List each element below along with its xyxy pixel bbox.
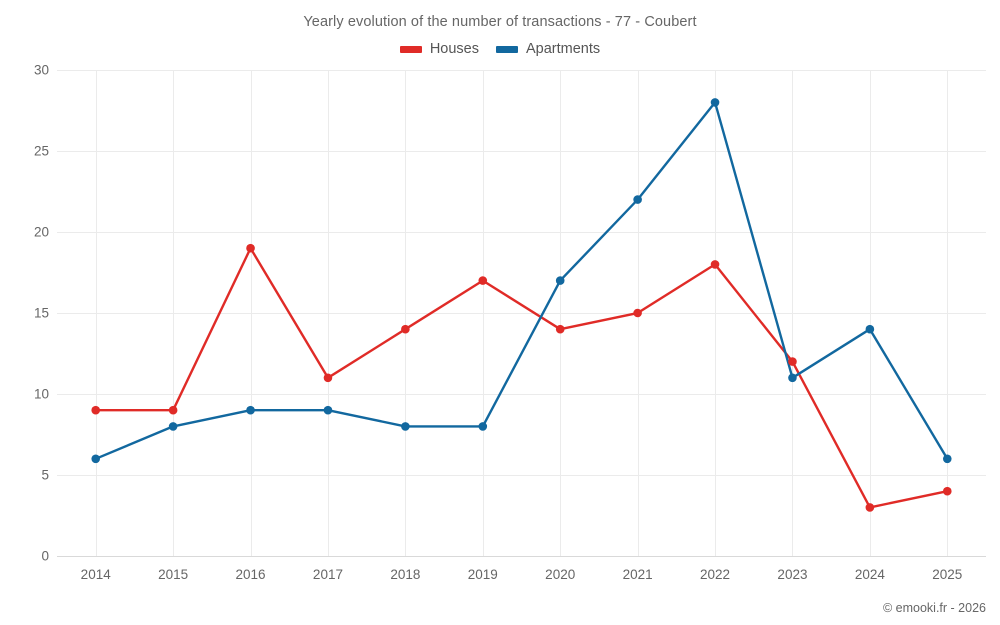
gridline-horizontal <box>57 394 986 395</box>
y-axis-tick-label: 30 <box>33 62 49 78</box>
series-line-houses <box>94 246 949 509</box>
x-axis-tick-label: 2025 <box>932 567 963 582</box>
y-axis-tick-label: 0 <box>41 548 49 564</box>
y-axis-tick-label: 10 <box>33 386 49 402</box>
series-line-apartments <box>94 101 949 460</box>
y-axis-tick-label: 5 <box>41 467 49 483</box>
x-axis-line <box>57 556 986 557</box>
x-axis-labels: 2014 2015 2016 2017 2018 2019 2020 2021 2022 2023… <box>0 568 1000 588</box>
gridline-horizontal <box>57 475 986 476</box>
x-axis-tick-label: 2015 <box>158 567 189 582</box>
data-point-apartments[interactable] <box>91 454 101 464</box>
data-point-apartments[interactable] <box>710 98 720 107</box>
chart-legend: Houses Apartments <box>0 42 1000 57</box>
data-point-houses[interactable] <box>555 324 565 334</box>
data-point-apartments[interactable] <box>865 324 875 334</box>
y-axis-tick-label: 25 <box>33 143 49 159</box>
footer-credit: © emooki.fr - 2026 <box>882 601 986 615</box>
data-point-apartments[interactable] <box>168 422 178 431</box>
chart-title: Yearly evolution of the number of transa… <box>303 14 697 30</box>
gridline-horizontal <box>57 151 986 152</box>
data-point-apartments[interactable] <box>246 405 255 415</box>
data-point-houses[interactable] <box>246 243 255 253</box>
y-axis-tick-label: 15 <box>33 305 49 321</box>
series-lines <box>91 98 952 512</box>
data-point-houses[interactable] <box>942 486 952 496</box>
data-point-apartments[interactable] <box>478 422 488 431</box>
x-axis-tick-label: 2021 <box>622 567 653 582</box>
x-axis-tick-label: 2019 <box>467 567 498 582</box>
data-point-apartments[interactable] <box>633 195 642 204</box>
x-axis-tick-label: 2016 <box>235 567 266 582</box>
data-point-apartments[interactable] <box>323 405 333 415</box>
legend-label-apartments: Apartments <box>526 41 601 57</box>
x-axis-tick-label: 2014 <box>80 567 111 582</box>
x-axis-tick-label: 2024 <box>854 567 885 582</box>
plot-area <box>57 70 986 557</box>
data-point-apartments[interactable] <box>788 373 797 383</box>
data-point-houses[interactable] <box>91 405 101 415</box>
x-axis-tick-label: 2022 <box>700 567 731 582</box>
y-axis-tick-label: 20 <box>33 224 49 240</box>
gridline-horizontal <box>57 70 986 71</box>
data-point-apartments[interactable] <box>942 454 952 464</box>
data-point-apartments[interactable] <box>401 422 410 431</box>
legend-item-apartments[interactable]: Apartments <box>496 42 600 57</box>
x-axis-tick-label: 2020 <box>545 567 576 582</box>
x-axis-tick-label: 2023 <box>777 567 808 582</box>
data-point-houses[interactable] <box>401 324 410 334</box>
data-point-houses[interactable] <box>865 503 875 512</box>
x-axis-tick-label: 2018 <box>390 567 421 582</box>
y-axis-labels: 0 5 10 15 20 25 30 <box>0 63 49 562</box>
legend-item-houses[interactable]: Houses <box>399 41 479 57</box>
data-point-houses[interactable] <box>788 357 797 366</box>
data-point-houses[interactable] <box>168 405 178 415</box>
legend-label-houses: Houses <box>429 41 479 57</box>
legend-swatch-apartments <box>496 45 518 53</box>
gridline-horizontal <box>57 232 986 233</box>
x-axis-tick-label: 2017 <box>312 567 343 582</box>
data-point-houses[interactable] <box>633 308 642 318</box>
data-point-houses[interactable] <box>710 260 720 269</box>
gridline-horizontal <box>57 313 986 314</box>
data-point-houses[interactable] <box>478 276 488 285</box>
data-point-houses[interactable] <box>323 373 333 383</box>
legend-swatch-houses <box>399 45 422 53</box>
data-point-apartments[interactable] <box>555 276 565 285</box>
